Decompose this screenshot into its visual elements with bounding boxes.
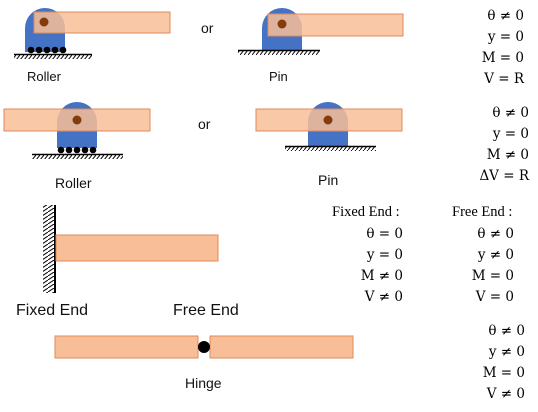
condition: θ ≠ 0 xyxy=(487,8,524,24)
pin-support-2 xyxy=(255,102,403,151)
roller-support-2 xyxy=(3,102,151,159)
roller-support-1 xyxy=(14,8,171,59)
fixed-end-support xyxy=(43,205,219,293)
conditions-fixed-end: θ = 0 y = 0 M ≠ 0 V ≠ 0 xyxy=(361,224,403,308)
condition: M = 0 xyxy=(471,268,514,284)
pin-support-1 xyxy=(238,8,404,55)
free-end-header: Free End : xyxy=(452,204,513,220)
roller-wheels xyxy=(57,146,97,154)
conditions-row1: θ ≠ 0 y = 0 M = 0 V = R xyxy=(482,6,524,90)
condition: y = 0 xyxy=(366,247,403,263)
condition: M = 0 xyxy=(481,50,524,66)
beam-left xyxy=(54,335,199,359)
roller-label-1: Roller xyxy=(27,69,61,84)
beam xyxy=(33,11,171,34)
wall-hatch xyxy=(43,205,55,293)
ground-hatch xyxy=(14,55,92,59)
pin-dot xyxy=(39,17,49,27)
condition: V ≠ 0 xyxy=(486,386,525,402)
conditions-row2: θ ≠ 0 y = 0 M ≠ 0 ΔV = R xyxy=(479,103,529,187)
pin-label-1: Pin xyxy=(269,69,288,84)
beam xyxy=(267,13,404,37)
condition: M ≠ 0 xyxy=(360,268,403,284)
conditions-hinge: θ ≠ 0 y ≠ 0 M = 0 V ≠ 0 xyxy=(483,321,525,405)
or-label-1: or xyxy=(201,20,214,36)
beam-right xyxy=(209,335,354,359)
fixed-end-label: Fixed End xyxy=(16,302,89,319)
free-end-label: Free End xyxy=(173,302,239,319)
hinge-label: Hinge xyxy=(185,375,222,391)
condition: y ≠ 0 xyxy=(488,344,525,360)
condition: M = 0 xyxy=(482,365,525,381)
roller-wheels xyxy=(27,46,67,54)
pin-label-2: Pin xyxy=(318,172,339,188)
beam xyxy=(55,234,219,262)
ground-hatch xyxy=(32,155,123,159)
condition: θ = 0 xyxy=(366,226,403,242)
fixed-end-header: Fixed End : xyxy=(332,204,400,220)
conditions-free-end: θ ≠ 0 y ≠ 0 M = 0 V = 0 xyxy=(472,224,514,308)
condition: M ≠ 0 xyxy=(486,147,529,163)
condition: V = R xyxy=(484,71,524,87)
hinge-dot xyxy=(198,341,210,353)
condition: θ ≠ 0 xyxy=(477,226,514,242)
condition: y = 0 xyxy=(492,126,529,142)
condition: V ≠ 0 xyxy=(364,289,403,305)
condition: ΔV = R xyxy=(479,168,529,184)
condition: V = 0 xyxy=(475,289,514,305)
condition: y = 0 xyxy=(487,29,524,45)
condition: y ≠ 0 xyxy=(477,247,514,263)
ground-hatch xyxy=(285,147,376,151)
or-label-2: or xyxy=(198,116,211,132)
hinge-connection xyxy=(54,335,354,359)
pin-dot xyxy=(72,115,82,125)
condition: θ ≠ 0 xyxy=(488,323,525,339)
pin-dot xyxy=(277,19,287,29)
ground-hatch xyxy=(238,51,320,55)
roller-label-2: Roller xyxy=(55,175,92,191)
condition: θ ≠ 0 xyxy=(492,105,529,121)
pin-dot xyxy=(323,115,333,125)
